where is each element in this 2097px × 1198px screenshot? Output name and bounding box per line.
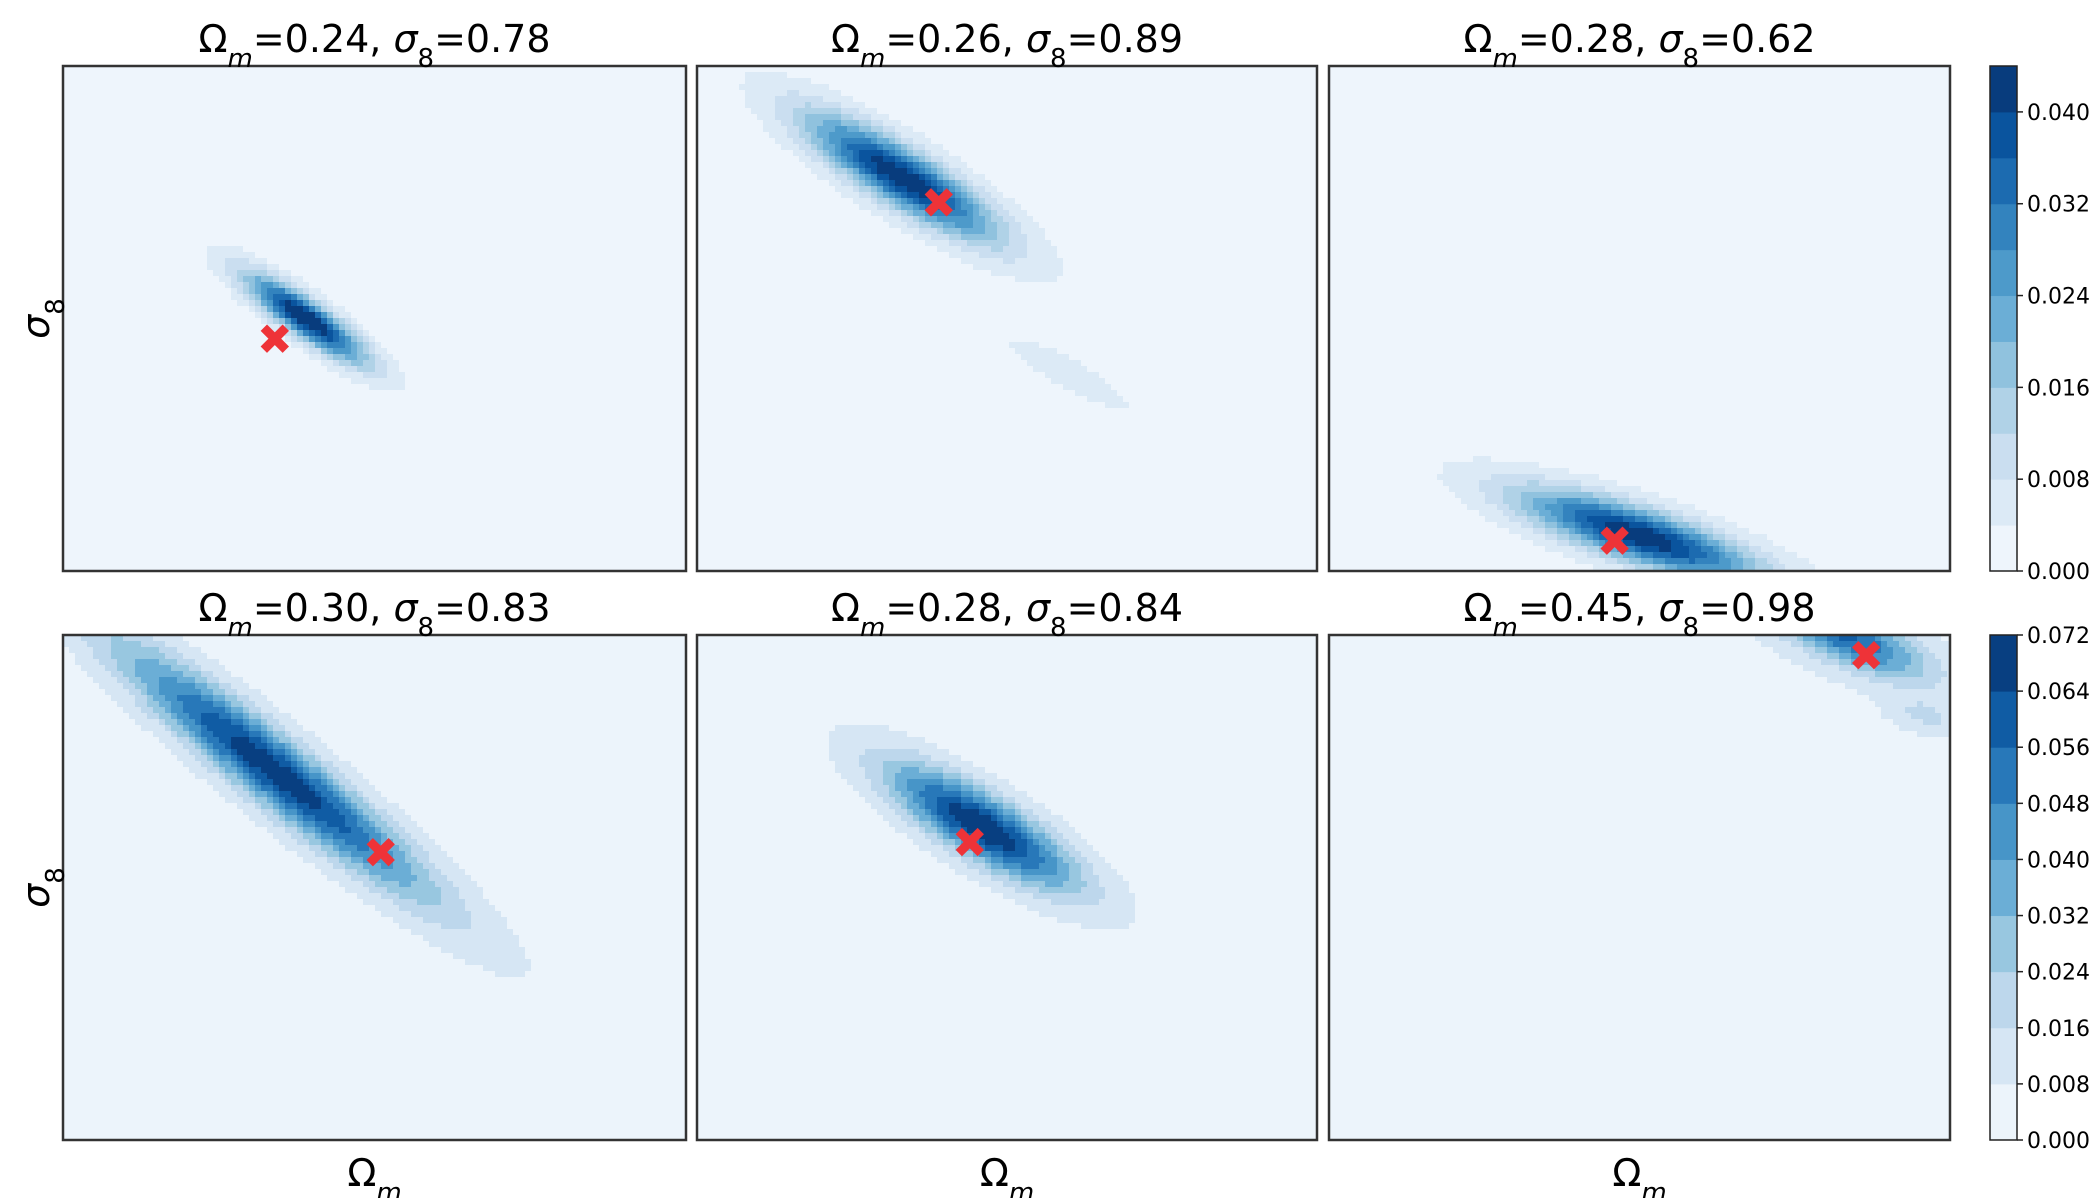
colorbar-1: 0.000 0.008 0.016 0.024 0.032 0.040 bbox=[1989, 65, 2090, 585]
colorbar-tick-label: 0.024 bbox=[2027, 285, 2090, 310]
axes-frame bbox=[1327, 64, 1952, 573]
colorbar-tick-label: 0.056 bbox=[2027, 736, 2090, 761]
density-field bbox=[1329, 635, 1950, 1140]
colorbar-tick-label: 0.024 bbox=[2027, 961, 2090, 986]
colorbar-band bbox=[1990, 249, 2017, 297]
panel-title: Ωm=0.24, σ8=0.78 bbox=[198, 17, 550, 74]
colorbar-tick-label: 0.008 bbox=[2027, 468, 2090, 493]
truth-marker bbox=[260, 324, 290, 353]
panel-title: Ωm=0.28, σ8=0.62 bbox=[1463, 17, 1815, 74]
colorbar-band bbox=[1990, 525, 2017, 572]
colorbar-band bbox=[1990, 803, 2017, 860]
axes-frame bbox=[695, 64, 1319, 573]
colorbar-tick-label: 0.008 bbox=[2027, 1073, 2090, 1098]
colorbar-band bbox=[1990, 341, 2017, 388]
axes-frame bbox=[695, 633, 1319, 1142]
panel-1: Ωm=0.24, σ8=0.78 σ8 bbox=[14, 17, 688, 573]
density-field bbox=[697, 66, 1317, 571]
density-field bbox=[63, 66, 686, 571]
y-axis-label: σ8 bbox=[14, 867, 71, 908]
colorbar-tick-label: 0.048 bbox=[2027, 792, 2090, 817]
colorbar-2: 0.000 0.008 0.016 0.024 0.032 0.040 0.048 0.056… bbox=[1989, 624, 2090, 1154]
truth-marker bbox=[366, 837, 395, 867]
colorbar-band bbox=[1990, 635, 2017, 692]
colorbar-band bbox=[1990, 859, 2017, 917]
panel-title: Ωm=0.45, σ8=0.98 bbox=[1463, 586, 1815, 643]
axes-frame bbox=[61, 64, 688, 573]
panel-2: Ωm=0.26, σ8=0.89 bbox=[695, 17, 1319, 573]
panel-title: Ωm=0.26, σ8=0.89 bbox=[831, 17, 1183, 74]
density-field bbox=[63, 635, 686, 1140]
colorbar-band bbox=[1990, 971, 2017, 1029]
panel-title: Ωm=0.30, σ8=0.83 bbox=[198, 586, 550, 643]
truth-marker bbox=[955, 827, 984, 857]
panel-5: Ωm=0.28, σ8=0.84 Ωm bbox=[695, 586, 1319, 1198]
colorbar-band bbox=[1990, 157, 2017, 205]
colorbar-tick-label: 0.064 bbox=[2027, 680, 2090, 705]
panel-3: Ωm=0.28, σ8=0.62 bbox=[1327, 17, 1952, 573]
colorbar-tick-label: 0.072 bbox=[2027, 624, 2090, 649]
colorbar-band bbox=[1990, 1083, 2017, 1141]
colorbar-tick-label: 0.032 bbox=[2027, 905, 2090, 930]
colorbar-tick-label: 0.000 bbox=[2027, 1129, 2090, 1154]
colorbar-band bbox=[1990, 747, 2017, 804]
colorbar-band bbox=[1990, 691, 2017, 748]
colorbar-tick-label: 0.016 bbox=[2027, 1017, 2090, 1042]
axes-frame bbox=[61, 633, 688, 1142]
colorbar-band bbox=[1990, 203, 2017, 251]
colorbar-band bbox=[1990, 433, 2017, 480]
panel-4: Ωm=0.30, σ8=0.83 σ8 Ωm bbox=[14, 586, 688, 1198]
x-axis-label: Ωm bbox=[980, 1151, 1034, 1198]
colorbar-band bbox=[1990, 295, 2017, 342]
colorbar-tick-label: 0.040 bbox=[2027, 101, 2090, 126]
colorbar-band bbox=[1990, 915, 2017, 973]
colorbar-band bbox=[1990, 387, 2017, 434]
density-field bbox=[697, 635, 1317, 1140]
colorbar-tick-label: 0.000 bbox=[2027, 560, 2090, 585]
x-axis-label: Ωm bbox=[347, 1151, 401, 1198]
colorbar-tick-label: 0.040 bbox=[2027, 848, 2090, 873]
truth-marker bbox=[1600, 526, 1629, 555]
truth-marker bbox=[924, 188, 953, 217]
colorbar-tick-label: 0.032 bbox=[2027, 193, 2090, 218]
truth-marker bbox=[1851, 641, 1881, 670]
colorbar-tick-label: 0.016 bbox=[2027, 376, 2090, 401]
panel-6: Ωm=0.45, σ8=0.98 Ωm bbox=[1327, 586, 1952, 1198]
density-field bbox=[1329, 66, 1950, 571]
x-axis-label: Ωm bbox=[1612, 1151, 1666, 1198]
y-axis-label: σ8 bbox=[14, 298, 71, 339]
panel-title: Ωm=0.28, σ8=0.84 bbox=[831, 586, 1183, 643]
colorbar-band bbox=[1990, 111, 2017, 159]
colorbar-band bbox=[1990, 1027, 2017, 1085]
colorbar-band bbox=[1990, 479, 2017, 526]
axes-frame bbox=[1327, 633, 1952, 1142]
colorbar-band bbox=[1990, 66, 2017, 113]
